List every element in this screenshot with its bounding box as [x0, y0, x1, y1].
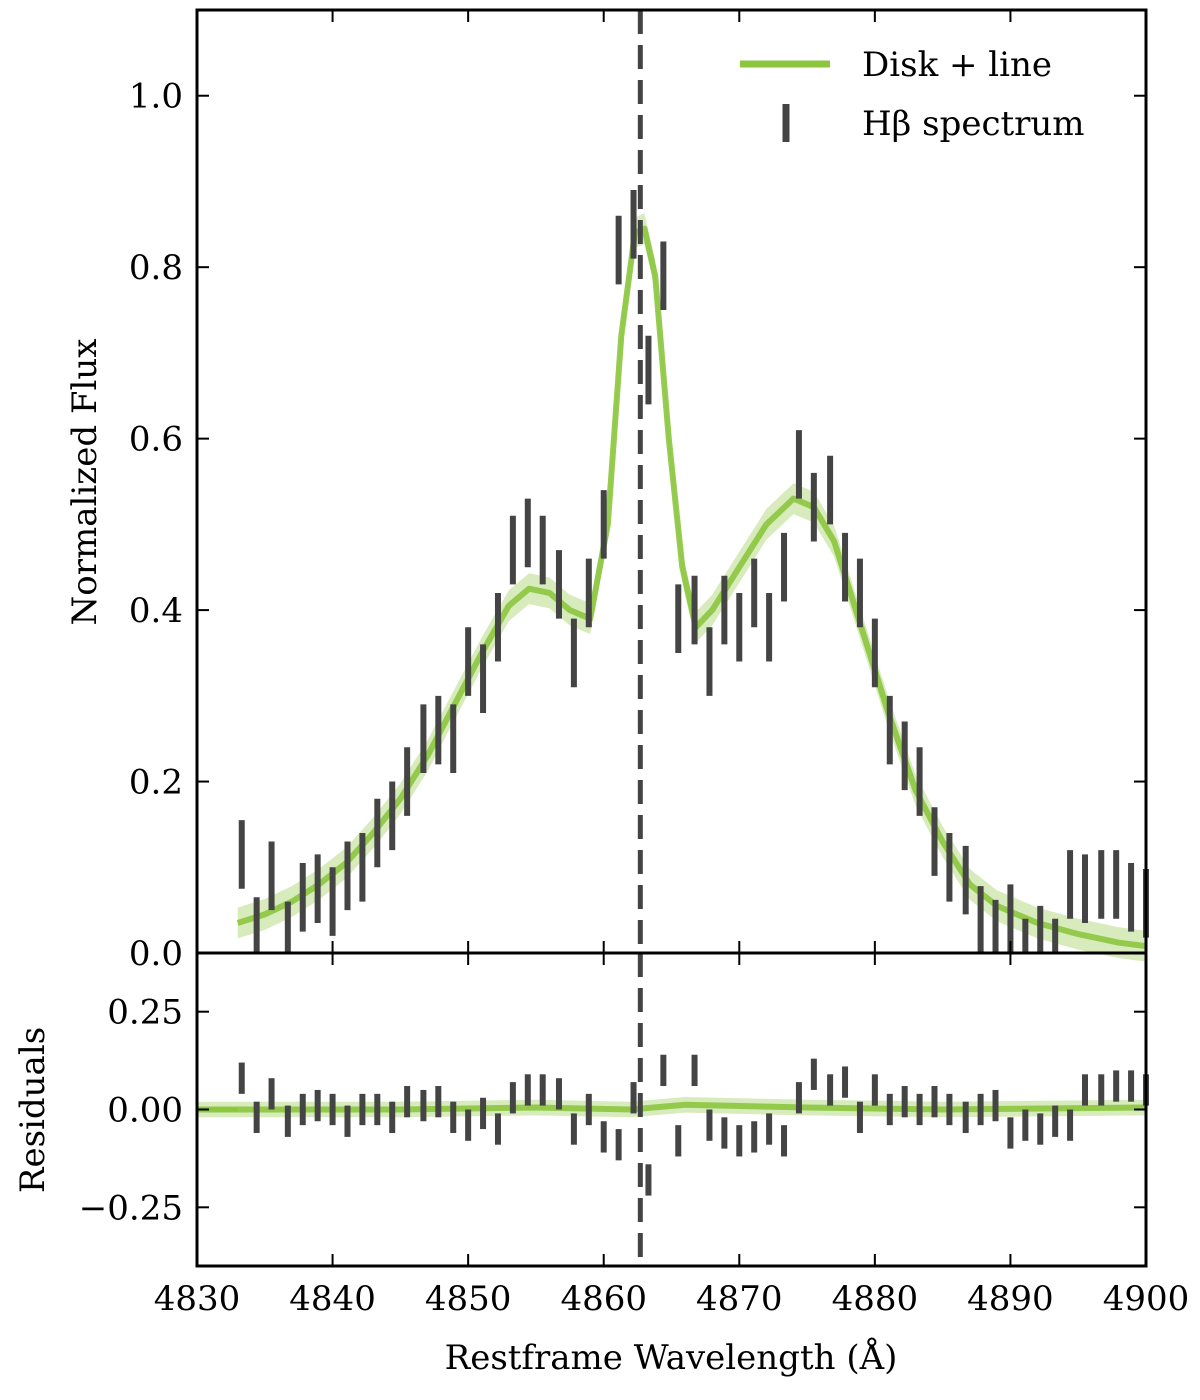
main-ytick-label: 0.2: [129, 763, 183, 803]
residuals-panel: 0.25 0.00 −0.25 4830 4840 4850 4860 4870 4880 489…: [79, 951, 1189, 1319]
main-ytick-label: 0.8: [129, 248, 183, 288]
residuals-ytick-label: −0.25: [79, 1188, 183, 1228]
residuals-plot-content: [197, 953, 1149, 1266]
main-plot-content: [236, 10, 1149, 962]
xtick-label: 4890: [967, 1279, 1054, 1319]
main-ytick-label: 1.0: [129, 77, 183, 117]
main-ytick-label: 0.4: [129, 591, 183, 631]
xtick-label: 4840: [289, 1279, 376, 1319]
residuals-ytick-label: 0.25: [107, 993, 183, 1033]
xtick-label: 4870: [696, 1279, 783, 1319]
main-ytick-label: 0.0: [129, 934, 183, 974]
main-ytick-label: 0.6: [129, 420, 183, 460]
residuals-axis-ticks: 0.25 0.00 −0.25 4830 4840 4850 4860 4870 4880 489…: [79, 953, 1189, 1319]
x-axis-title: Restframe Wavelength (Å): [445, 1337, 898, 1378]
xtick-label: 4860: [560, 1279, 647, 1319]
xtick-label: 4830: [154, 1279, 241, 1319]
main-panel: 0.0 0.2 0.4 0.6 0.8 1.0: [129, 8, 1149, 974]
residuals-ytick-label: 0.00: [107, 1091, 183, 1131]
main-model-band: [237, 213, 1146, 962]
legend-model-label: Disk + line: [862, 45, 1052, 85]
xtick-label: 4900: [1103, 1279, 1190, 1319]
residuals-plot-frame: [195, 951, 1148, 1268]
legend-errorbar-label: Hβ spectrum: [862, 104, 1085, 144]
xtick-label: 4850: [425, 1279, 512, 1319]
y-axis-title-main: Normalized Flux: [65, 339, 105, 626]
legend: Disk + line Hβ spectrum: [740, 45, 1085, 144]
y-axis-title-residuals: Residuals: [13, 1027, 53, 1193]
xtick-label: 4880: [832, 1279, 919, 1319]
main-axis-ticks: 0.0 0.2 0.4 0.6 0.8 1.0: [129, 10, 1147, 974]
